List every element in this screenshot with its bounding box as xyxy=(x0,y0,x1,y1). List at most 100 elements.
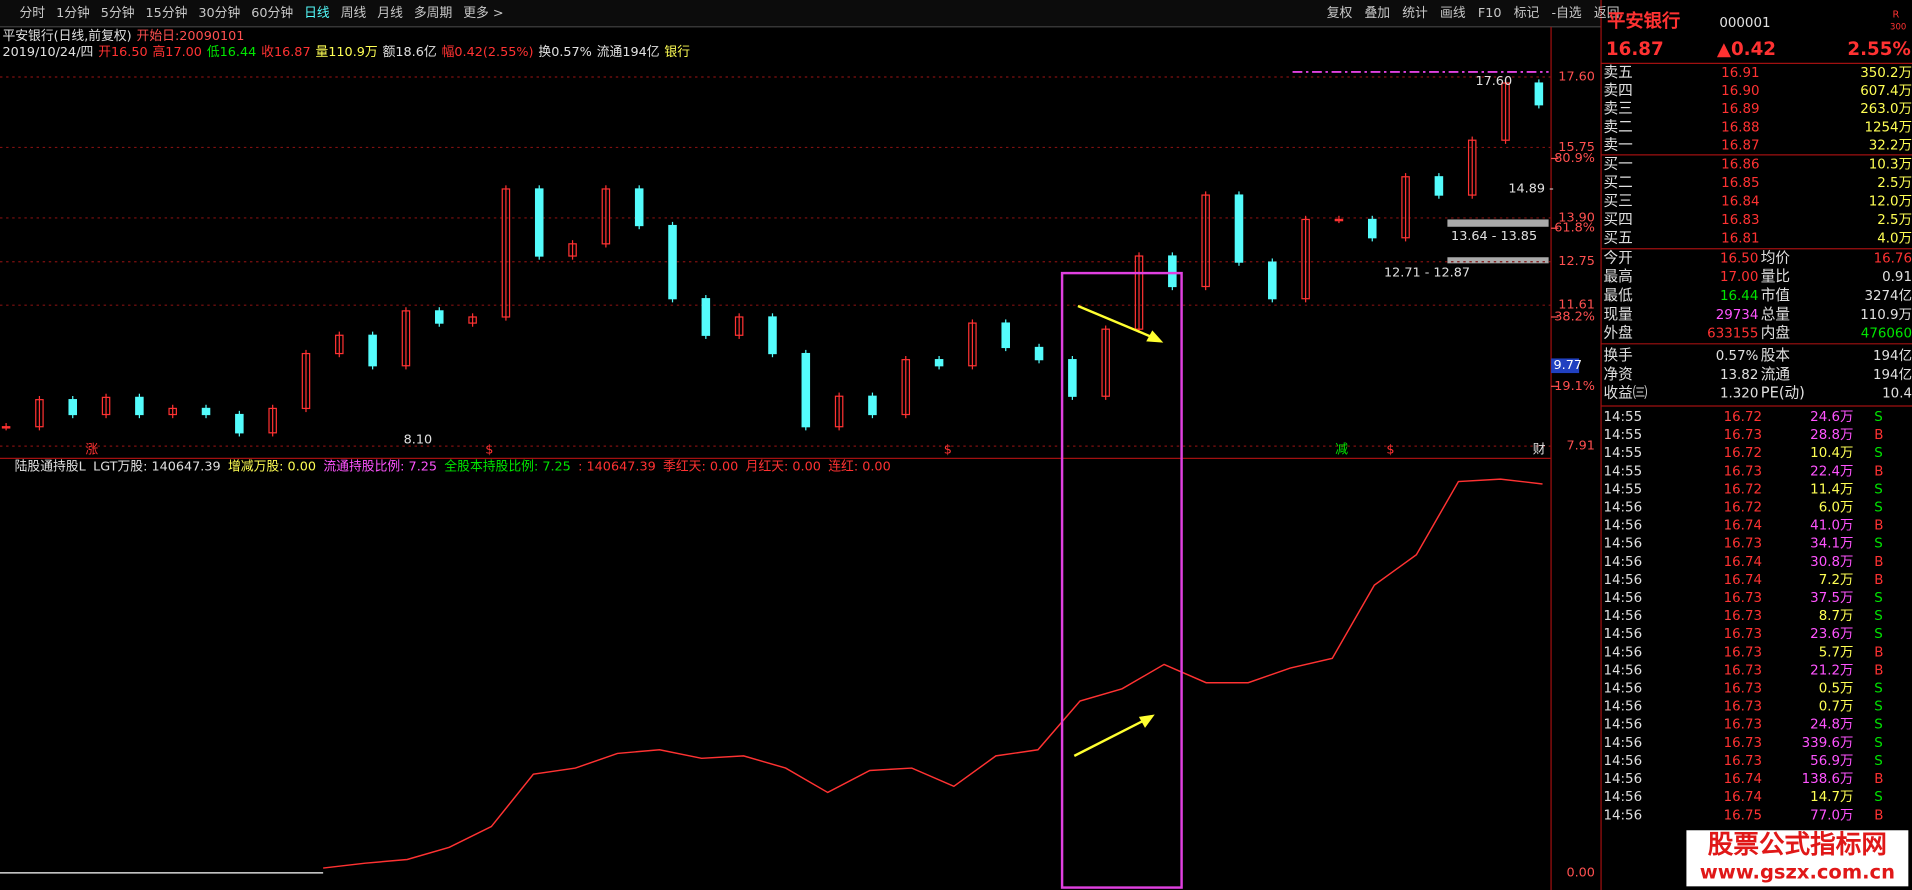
period-tab[interactable]: 多周期 xyxy=(414,6,452,21)
trade-side: S xyxy=(1874,718,1883,733)
watermark-box xyxy=(1686,830,1909,887)
period-tab[interactable]: 1分钟 xyxy=(56,5,90,21)
trade-volume: 11.4万 xyxy=(1810,482,1853,497)
header-title: 平安银行(日线,前复权) xyxy=(2,28,131,44)
trade-time: 14:56 xyxy=(1603,519,1642,534)
stat-value: 110.9万 xyxy=(1860,308,1912,323)
trade-time: 14:56 xyxy=(1603,754,1642,769)
annotation: 14.89 - xyxy=(1508,181,1553,196)
book-price: 16.85 xyxy=(1721,176,1759,191)
range-bar xyxy=(1447,257,1549,264)
stat-value: 16.76 xyxy=(1874,251,1912,266)
header-info: 流通194亿 xyxy=(597,45,660,60)
stock-tag-sub: 300 xyxy=(1890,22,1906,32)
trade-time: 14:56 xyxy=(1603,645,1642,660)
trade-price: 16.72 xyxy=(1724,446,1762,461)
stat-label: 最低 xyxy=(1603,287,1633,304)
period-tab[interactable]: 5分钟 xyxy=(101,5,135,21)
book-label: 卖三 xyxy=(1603,100,1632,117)
trade-price: 16.73 xyxy=(1724,736,1762,751)
period-tab[interactable]: 月线 xyxy=(377,6,403,21)
event-marker: $ xyxy=(485,442,493,457)
header-info: 幅0.42(2.55%) xyxy=(442,45,534,60)
book-volume: 607.4万 xyxy=(1860,84,1912,99)
indicator-header: 月红天: 0.00 xyxy=(746,458,821,474)
candle xyxy=(1501,82,1510,141)
candle xyxy=(301,352,311,410)
stat-label: PE(动) xyxy=(1761,385,1805,402)
indicator-header: 陆股通持股L xyxy=(15,458,87,474)
tool-button[interactable]: 标记 xyxy=(1514,6,1540,21)
candle xyxy=(1367,218,1377,239)
trade-time: 14:55 xyxy=(1603,482,1642,497)
candle xyxy=(1268,261,1277,300)
tool-button[interactable]: 统计 xyxy=(1402,6,1428,21)
book-label: 卖四 xyxy=(1603,82,1632,99)
trade-volume: 37.5万 xyxy=(1810,591,1853,606)
indicator-header: LGT万股: 140647.39 xyxy=(93,459,221,474)
trade-side: S xyxy=(1874,537,1883,552)
candle xyxy=(235,413,244,434)
tool-button[interactable]: -自选 xyxy=(1551,6,1581,21)
trade-time: 14:55 xyxy=(1603,428,1642,443)
header-info: 量110.9万 xyxy=(315,45,377,60)
stat-value: 0.91 xyxy=(1882,270,1912,285)
trade-volume: 21.2万 xyxy=(1810,663,1853,678)
trade-time: 14:56 xyxy=(1603,790,1642,805)
annotation: 13.64 - 13.85 xyxy=(1451,229,1537,244)
trade-volume: 5.7万 xyxy=(1819,645,1854,660)
arrow-head xyxy=(1146,330,1164,343)
candle xyxy=(135,396,144,416)
tool-button[interactable]: 画线 xyxy=(1440,6,1466,21)
trade-side: B xyxy=(1874,663,1883,678)
tool-button[interactable]: 返回 xyxy=(1594,6,1620,21)
watermark-title: 股票公式指标网 xyxy=(1708,830,1887,860)
event-marker: 涨 xyxy=(85,442,98,457)
period-tab[interactable]: 60分钟 xyxy=(251,5,293,21)
tool-button[interactable]: F10 xyxy=(1478,6,1502,21)
stock-tag: R xyxy=(1892,10,1899,21)
watermark-url: www.gszx.com.cn xyxy=(1700,860,1895,883)
y-tick-label: 0.00 xyxy=(1566,865,1595,880)
trade-side: B xyxy=(1874,555,1883,570)
period-tab[interactable]: 周线 xyxy=(341,6,367,21)
event-marker: 财 xyxy=(1533,442,1546,457)
period-tab[interactable]: 分时 xyxy=(20,6,46,21)
stat-value: 16.50 xyxy=(1720,251,1758,266)
stat-label: 今开 xyxy=(1603,249,1632,266)
fib-label: 38.2% xyxy=(1554,309,1595,324)
trade-side: S xyxy=(1874,410,1883,425)
book-price: 16.87 xyxy=(1721,138,1759,153)
candle xyxy=(168,407,177,416)
event-marker: $ xyxy=(944,442,952,457)
period-tab[interactable]: 15分钟 xyxy=(146,5,188,21)
period-tab[interactable]: 更多 > xyxy=(463,6,503,21)
header-title: 开始日:20090101 xyxy=(137,29,245,44)
candle xyxy=(1401,176,1410,239)
content: 分时 1分钟 5分钟 15分钟 30分钟 60分钟 日线 周线 月线 多周期 更多 > 复权 叠加 统计画… xyxy=(0,5,1912,880)
trade-price: 16.73 xyxy=(1724,428,1762,443)
candle xyxy=(1434,176,1444,196)
trade-time: 14:56 xyxy=(1603,772,1642,787)
fib-label: 61.8% xyxy=(1554,221,1595,236)
book-label: 买一 xyxy=(1603,156,1633,173)
arrow-head xyxy=(1138,714,1155,728)
y-tick-label: 15.75 xyxy=(1558,140,1595,155)
trade-volume: 14.7万 xyxy=(1810,790,1853,805)
tool-button[interactable]: 叠加 xyxy=(1364,6,1390,21)
candle xyxy=(734,316,744,336)
trade-price: 16.73 xyxy=(1724,754,1762,769)
range-bar xyxy=(1447,219,1549,227)
annotation: 12.71 - 12.87 xyxy=(1384,266,1470,281)
book-label: 卖一 xyxy=(1603,136,1633,153)
candle xyxy=(468,316,477,324)
candle xyxy=(834,395,844,428)
arrow xyxy=(1077,304,1155,339)
stat-label: 最高 xyxy=(1603,268,1632,285)
tool-button[interactable]: 复权 xyxy=(1327,5,1353,21)
trade-side: B xyxy=(1874,573,1883,588)
book-volume: 1254万 xyxy=(1864,120,1912,135)
period-tab[interactable]: 30分钟 xyxy=(198,5,240,21)
trade-time: 14:56 xyxy=(1603,573,1642,588)
period-tab[interactable]: 日线 xyxy=(304,6,330,21)
